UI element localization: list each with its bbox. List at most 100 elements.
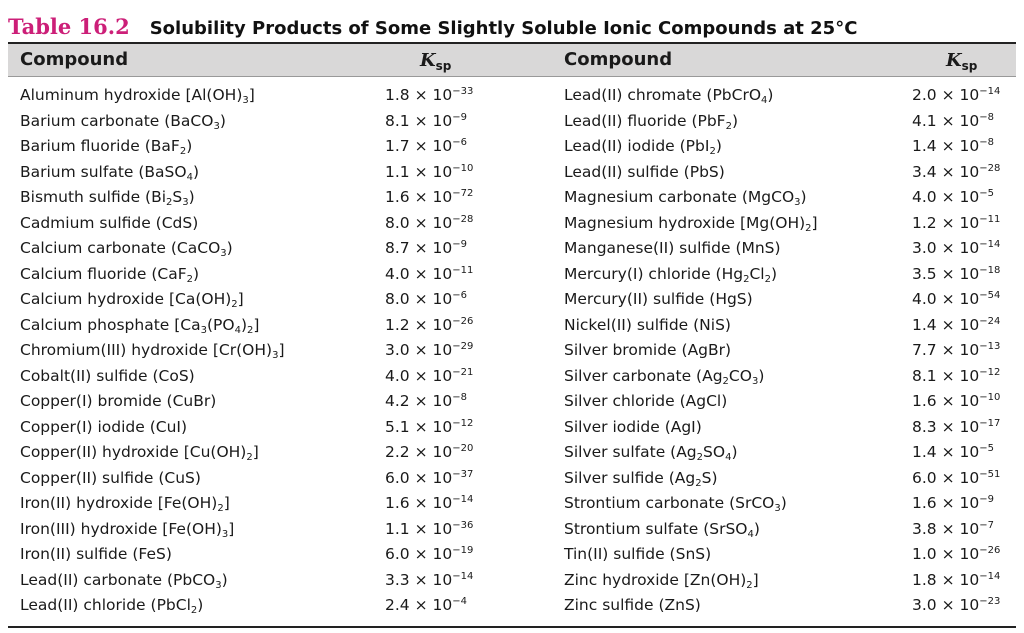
compound-cell: Mercury(II) sulfide (HgS) (564, 290, 753, 308)
ksp-subscript: sp (435, 59, 452, 73)
table-row: Copper(II) sulfide (CuS) 6.0 × 10−37 Silve… (0, 466, 1024, 492)
ksp-cell: 4.1 × 10−8 (912, 111, 994, 130)
table-row: Chromium(III) hydroxide [Cr(OH)3] 3.0 × 1… (0, 338, 1024, 364)
top-rule (8, 42, 1016, 44)
table-row: Lead(II) carbonate (PbCO3) 3.3 × 10−14 Zin… (0, 568, 1024, 594)
header-ksp-right: Ksp (946, 49, 977, 73)
compound-cell: Zinc sulfide (ZnS) (564, 596, 701, 614)
compound-cell: Cadmium sulfide (CdS) (20, 213, 199, 232)
ksp-cell: 4.0 × 10−21 (385, 366, 474, 385)
ksp-cell: 1.4 × 10−8 (912, 137, 994, 155)
table-row: Iron(II) hydroxide [Fe(OH)2] 1.6 × 10−14 S… (0, 491, 1024, 517)
table-row: Copper(I) bromide (CuBr) 4.2 × 10−8 Silver… (0, 389, 1024, 415)
compound-cell: Copper(II) sulfide (CuS) (20, 468, 201, 487)
ksp-symbol: K (946, 50, 962, 71)
ksp-cell: 6.0 × 10−51 (912, 468, 1001, 487)
table-row: Copper(II) hydroxide [Cu(OH)2] 2.2 × 10−2… (0, 440, 1024, 466)
compound-cell: Manganese(II) sulfide (MnS) (564, 239, 781, 257)
compound-cell: Zinc hydroxide [Zn(OH)2] (564, 570, 759, 591)
compound-cell: Silver iodide (AgI) (564, 417, 702, 436)
ksp-cell: 3.4 × 10−28 (912, 162, 1001, 181)
compound-cell: Barium sulfate (BaSO4) (20, 162, 200, 183)
bottom-rule (8, 626, 1016, 628)
header-compound-left: Compound (20, 49, 129, 70)
compound-cell: Iron(III) hydroxide [Fe(OH)3] (20, 519, 235, 540)
table-row: Calcium phosphate [Ca3(PO4)2] 1.2 × 10−26… (0, 313, 1024, 339)
compound-cell: Copper(I) bromide (CuBr) (20, 392, 217, 410)
compound-cell: Aluminum hydroxide [Al(OH)3] (20, 86, 255, 106)
ksp-cell: 6.0 × 10−19 (385, 545, 474, 563)
table-caption: Table 16.2 Solubility Products of Some S… (8, 14, 857, 42)
table-row: Cobalt(II) sulfide (CoS) 4.0 × 10−21 Silve… (0, 364, 1024, 390)
compound-cell: Cobalt(II) sulfide (CoS) (20, 366, 195, 385)
ksp-cell: 1.6 × 10−72 (385, 188, 474, 206)
ksp-cell: 6.0 × 10−37 (385, 468, 474, 487)
compound-cell: Silver chloride (AgCl) (564, 392, 728, 410)
compound-cell: Lead(II) chloride (PbCl2) (20, 596, 204, 616)
compound-cell: Silver bromide (AgBr) (564, 341, 732, 359)
compound-cell: Calcium carbonate (CaCO3) (20, 239, 233, 259)
ksp-cell: 1.0 × 10−26 (912, 545, 1001, 563)
ksp-cell: 8.0 × 10−6 (385, 290, 467, 308)
table-row: Calcium fluoride (CaF2) 4.0 × 10−11 Mercur… (0, 262, 1024, 288)
ksp-cell: 8.7 × 10−9 (385, 239, 467, 257)
table-row: Aluminum hydroxide [Al(OH)3] 1.8 × 10−33 L… (0, 83, 1024, 109)
compound-cell: Calcium hydroxide [Ca(OH)2] (20, 290, 244, 310)
ksp-cell: 3.5 × 10−18 (912, 264, 1001, 283)
ksp-cell: 5.1 × 10−12 (385, 417, 474, 436)
header-compound-right: Compound (564, 49, 673, 70)
compound-cell: Silver carbonate (Ag2CO3) (564, 366, 765, 387)
ksp-cell: 1.7 × 10−6 (385, 137, 467, 155)
ksp-cell: 4.0 × 10−11 (385, 264, 474, 283)
compound-cell: Chromium(III) hydroxide [Cr(OH)3] (20, 341, 285, 361)
compound-cell: Lead(II) carbonate (PbCO3) (20, 570, 228, 591)
table-row: Cadmium sulfide (CdS) 8.0 × 10−28 Magnesiu… (0, 211, 1024, 237)
ksp-cell: 3.3 × 10−14 (385, 570, 474, 589)
table-row: Barium fluoride (BaF2) 1.7 × 10−6 Lead(II)… (0, 134, 1024, 160)
ksp-cell: 1.6 × 10−10 (912, 392, 1001, 410)
ksp-cell: 1.2 × 10−11 (912, 213, 1001, 232)
ksp-cell: 8.0 × 10−28 (385, 213, 474, 232)
table-number: Table 16.2 (8, 14, 130, 39)
table-header: Compound Ksp Compound Ksp (8, 44, 1016, 77)
table-row: Barium carbonate (BaCO3) 8.1 × 10−9 Lead(I… (0, 109, 1024, 135)
compound-cell: Copper(I) iodide (CuI) (20, 417, 188, 436)
ksp-cell: 1.8 × 10−33 (385, 86, 474, 104)
ksp-cell: 1.8 × 10−14 (912, 570, 1001, 589)
compound-cell: Mercury(I) chloride (Hg2Cl2) (564, 264, 778, 285)
ksp-subscript: sp (961, 59, 978, 73)
ksp-cell: 2.2 × 10−20 (385, 443, 474, 461)
ksp-cell: 3.8 × 10−7 (912, 519, 994, 538)
compound-cell: Iron(II) sulfide (FeS) (20, 545, 172, 563)
compound-cell: Tin(II) sulfide (SnS) (564, 545, 712, 563)
ksp-cell: 3.0 × 10−14 (912, 239, 1001, 257)
compound-cell: Nickel(II) sulfide (NiS) (564, 315, 731, 334)
compound-cell: Silver sulfide (Ag2S) (564, 468, 718, 489)
table-title: Solubility Products of Some Slightly Sol… (149, 18, 858, 39)
compound-cell: Copper(II) hydroxide [Cu(OH)2] (20, 443, 259, 463)
compound-cell: Calcium phosphate [Ca3(PO4)2] (20, 315, 260, 336)
compound-cell: Barium carbonate (BaCO3) (20, 111, 226, 132)
ksp-cell: 1.6 × 10−9 (912, 494, 994, 512)
table-body: Aluminum hydroxide [Al(OH)3] 1.8 × 10−33 L… (0, 83, 1024, 619)
compound-cell: Strontium carbonate (SrCO3) (564, 494, 787, 514)
ksp-cell: 8.1 × 10−12 (912, 366, 1001, 385)
ksp-cell: 7.7 × 10−13 (912, 341, 1001, 359)
compound-cell: Lead(II) fluoride (PbF2) (564, 111, 739, 132)
ksp-cell: 4.2 × 10−8 (385, 392, 467, 410)
table-row: Calcium carbonate (CaCO3) 8.7 × 10−9 Manga… (0, 236, 1024, 262)
compound-cell: Calcium fluoride (CaF2) (20, 264, 200, 285)
ksp-cell: 1.6 × 10−14 (385, 494, 474, 512)
ksp-cell: 2.0 × 10−14 (912, 86, 1001, 104)
ksp-cell: 1.4 × 10−24 (912, 315, 1001, 334)
compound-cell: Magnesium carbonate (MgCO3) (564, 188, 807, 208)
ksp-cell: 4.0 × 10−5 (912, 188, 994, 206)
compound-cell: Lead(II) iodide (PbI2) (564, 137, 722, 157)
table-row: Calcium hydroxide [Ca(OH)2] 8.0 × 10−6 Mer… (0, 287, 1024, 313)
ksp-cell: 1.2 × 10−26 (385, 315, 474, 334)
ksp-cell: 3.0 × 10−23 (912, 596, 1001, 614)
header-ksp-left: Ksp (420, 49, 451, 73)
table-row: Iron(III) hydroxide [Fe(OH)3] 1.1 × 10−36… (0, 517, 1024, 543)
compound-cell: Lead(II) sulfide (PbS) (564, 162, 725, 181)
compound-cell: Barium fluoride (BaF2) (20, 137, 193, 157)
